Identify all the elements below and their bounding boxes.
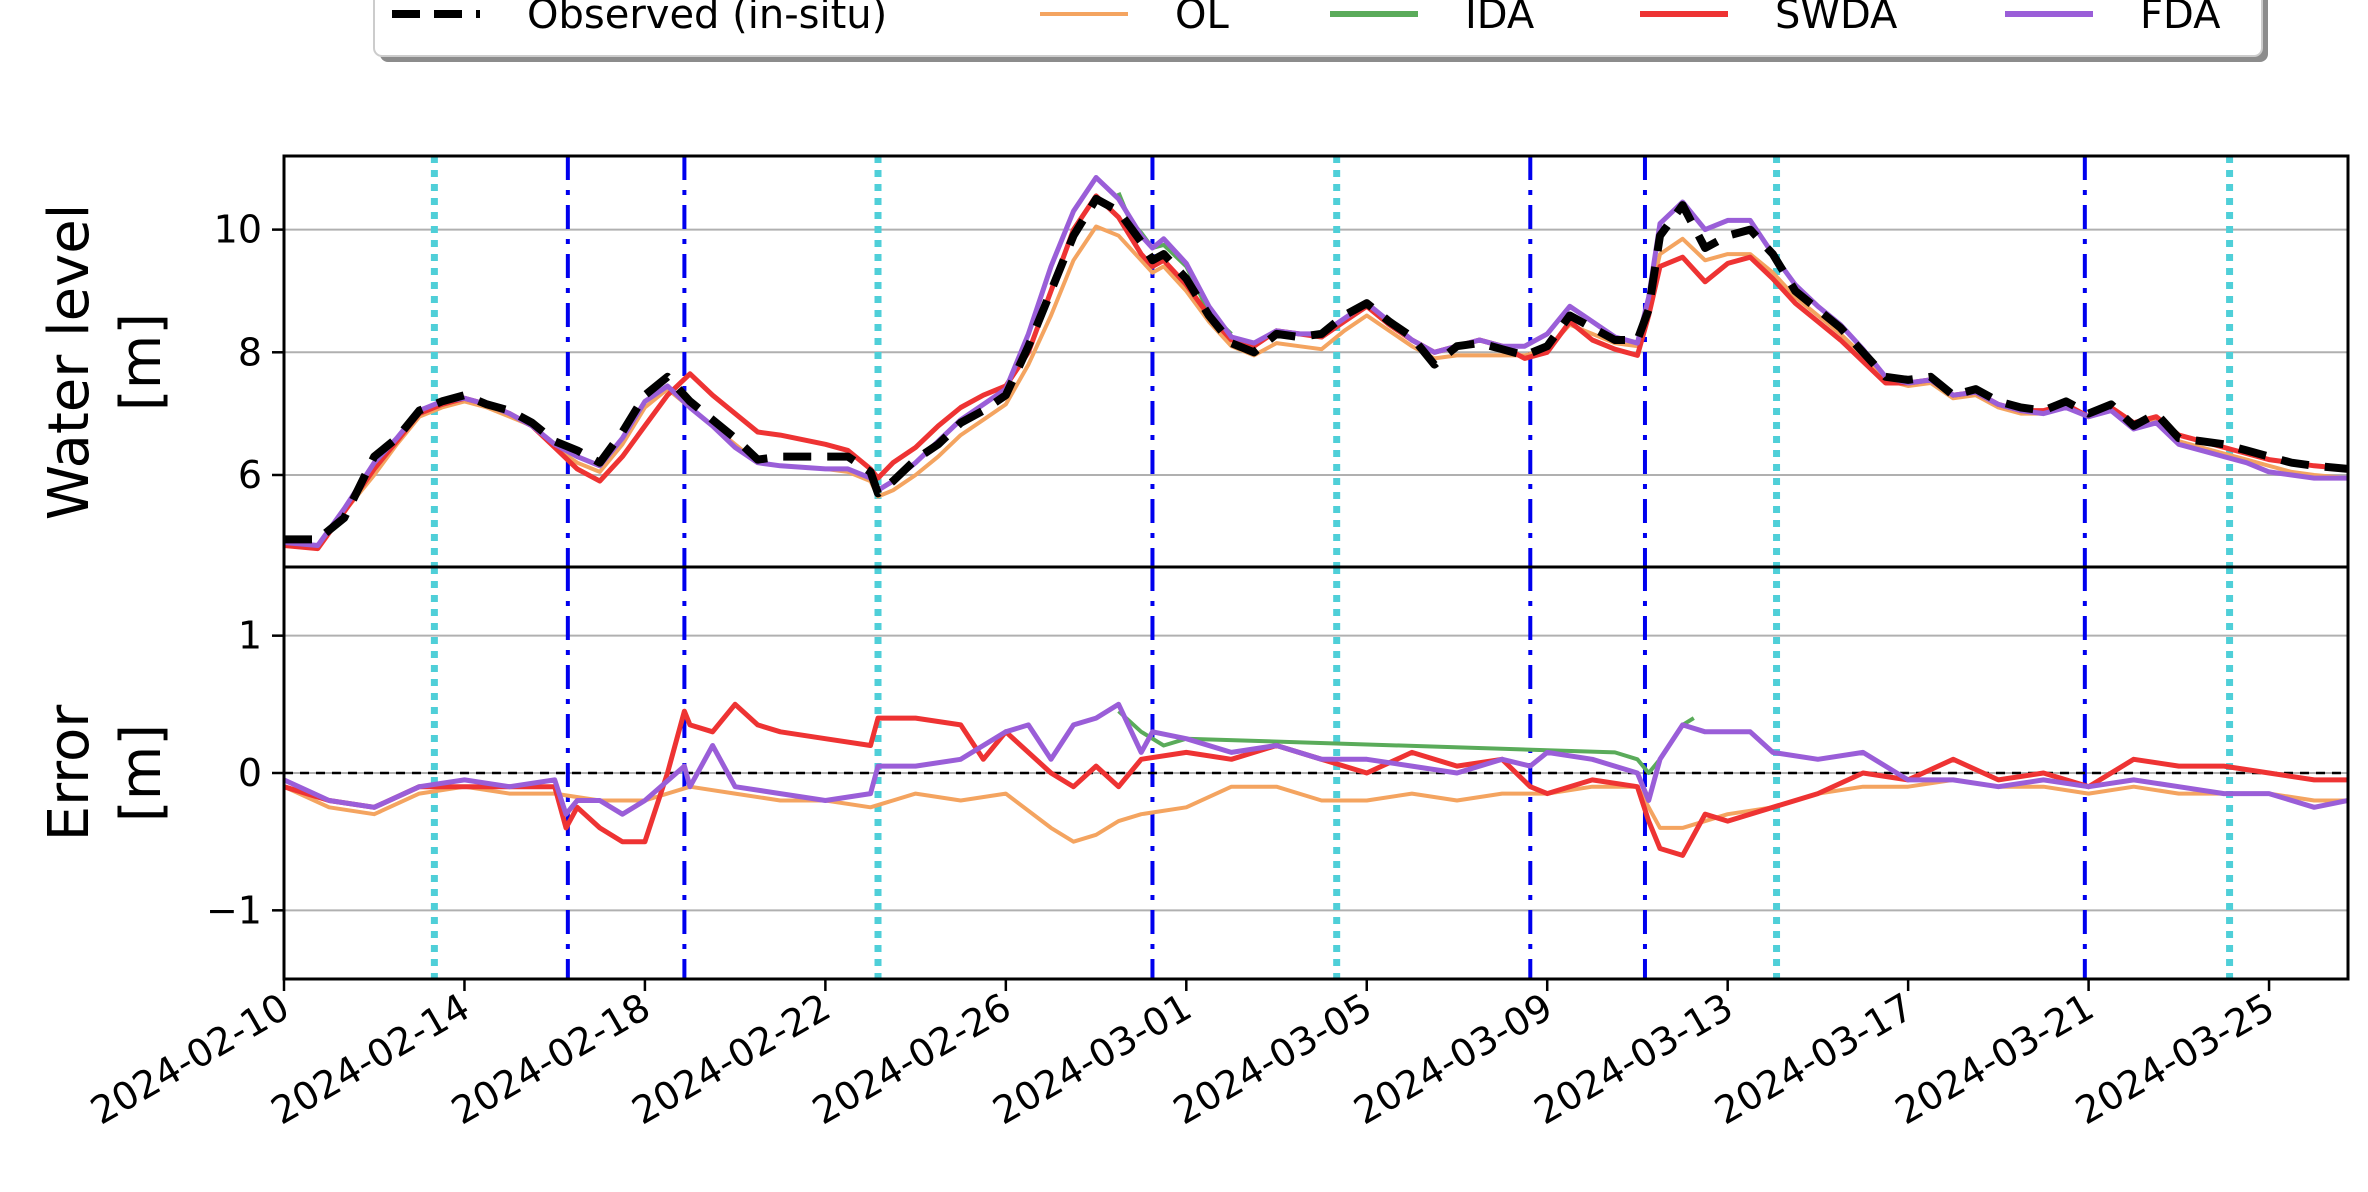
water-level-series-ol <box>284 224 2348 551</box>
error-ytick-label-0: −1 <box>206 888 262 932</box>
legend-entry-1: OL <box>1040 0 1229 38</box>
water-level-y-ticks: 6 8 10 <box>214 208 284 497</box>
error-y-ticks: −1 0 1 <box>206 614 284 932</box>
error-series-fda <box>284 701 2348 817</box>
x-tick-label-9: 2024-03-17 <box>1707 985 1920 1134</box>
water-level-series-swda <box>284 193 2348 552</box>
error-ytick-label-1: 0 <box>238 751 262 795</box>
water-level-panel: 6 8 10 Water level [m] <box>37 156 2348 567</box>
x-tick-label-0: 2024-02-10 <box>83 985 296 1134</box>
water-level-grid <box>284 228 2348 476</box>
water-level-ytick-label-0: 6 <box>238 453 262 497</box>
x-tick-label-2: 2024-02-18 <box>444 985 657 1134</box>
legend-entry-3: SWDA <box>1640 0 1898 38</box>
x-tick-label-6: 2024-03-05 <box>1166 985 1379 1134</box>
legend-entries: Observed (in-situ) OL IDA SWDA FDA <box>392 0 2221 38</box>
water-level-vertical-markers <box>430 156 2234 567</box>
error-frame <box>282 565 2350 981</box>
legend-label-4: FDA <box>2140 0 2221 38</box>
water-level-series-observed-in-situ <box>284 194 2348 544</box>
legend-entry-4: FDA <box>2005 0 2221 38</box>
water-level-series-fda <box>284 175 2348 548</box>
water-level-series <box>284 175 2348 552</box>
legend-label-3: SWDA <box>1775 0 1898 38</box>
legend-entry-0: Observed (in-situ) <box>392 0 887 38</box>
water-level-ytick-label-2: 10 <box>214 208 262 252</box>
error-ytick-label-2: 1 <box>238 614 262 658</box>
error-y-label-line2: [m] <box>109 724 174 822</box>
error-panel: −1 0 1 Error [m] <box>37 567 2348 979</box>
x-tick-label-5: 2024-03-01 <box>986 985 1199 1134</box>
error-series <box>284 701 2348 858</box>
legend-box <box>373 0 2263 57</box>
legend-label-2: IDA <box>1465 0 1535 38</box>
x-tick-label-1: 2024-02-14 <box>264 985 477 1134</box>
x-tick-label-10: 2024-03-21 <box>1888 985 2101 1134</box>
x-tick-label-11: 2024-03-25 <box>2068 985 2281 1134</box>
x-tick-label-4: 2024-02-26 <box>805 985 1018 1134</box>
water-level-ytick-label-1: 8 <box>238 330 262 374</box>
x-axis-ticks: 2024-02-102024-02-142024-02-182024-02-22… <box>83 979 2282 1134</box>
error-series-ol <box>284 777 2348 844</box>
error-series-swda <box>284 701 2348 858</box>
legend-entry-2: IDA <box>1330 0 1535 38</box>
x-tick-label-3: 2024-02-22 <box>625 985 838 1134</box>
water-level-y-label-line2: [m] <box>109 313 174 411</box>
error-y-label-line1: Error <box>37 704 102 841</box>
water-level-frame <box>282 154 2350 569</box>
legend: Observed (in-situ) OL IDA SWDA FDA <box>373 0 2268 62</box>
water-level-y-label-line1: Water level <box>37 204 102 521</box>
legend-label-1: OL <box>1175 0 1229 38</box>
x-tick-label-7: 2024-03-09 <box>1346 985 1559 1134</box>
x-tick-label-8: 2024-03-13 <box>1527 985 1740 1134</box>
legend-label-0: Observed (in-situ) <box>527 0 887 38</box>
